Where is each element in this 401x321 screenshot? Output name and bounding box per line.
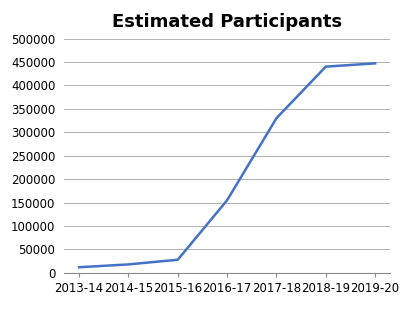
Title: Estimated Participants: Estimated Participants — [112, 13, 341, 31]
